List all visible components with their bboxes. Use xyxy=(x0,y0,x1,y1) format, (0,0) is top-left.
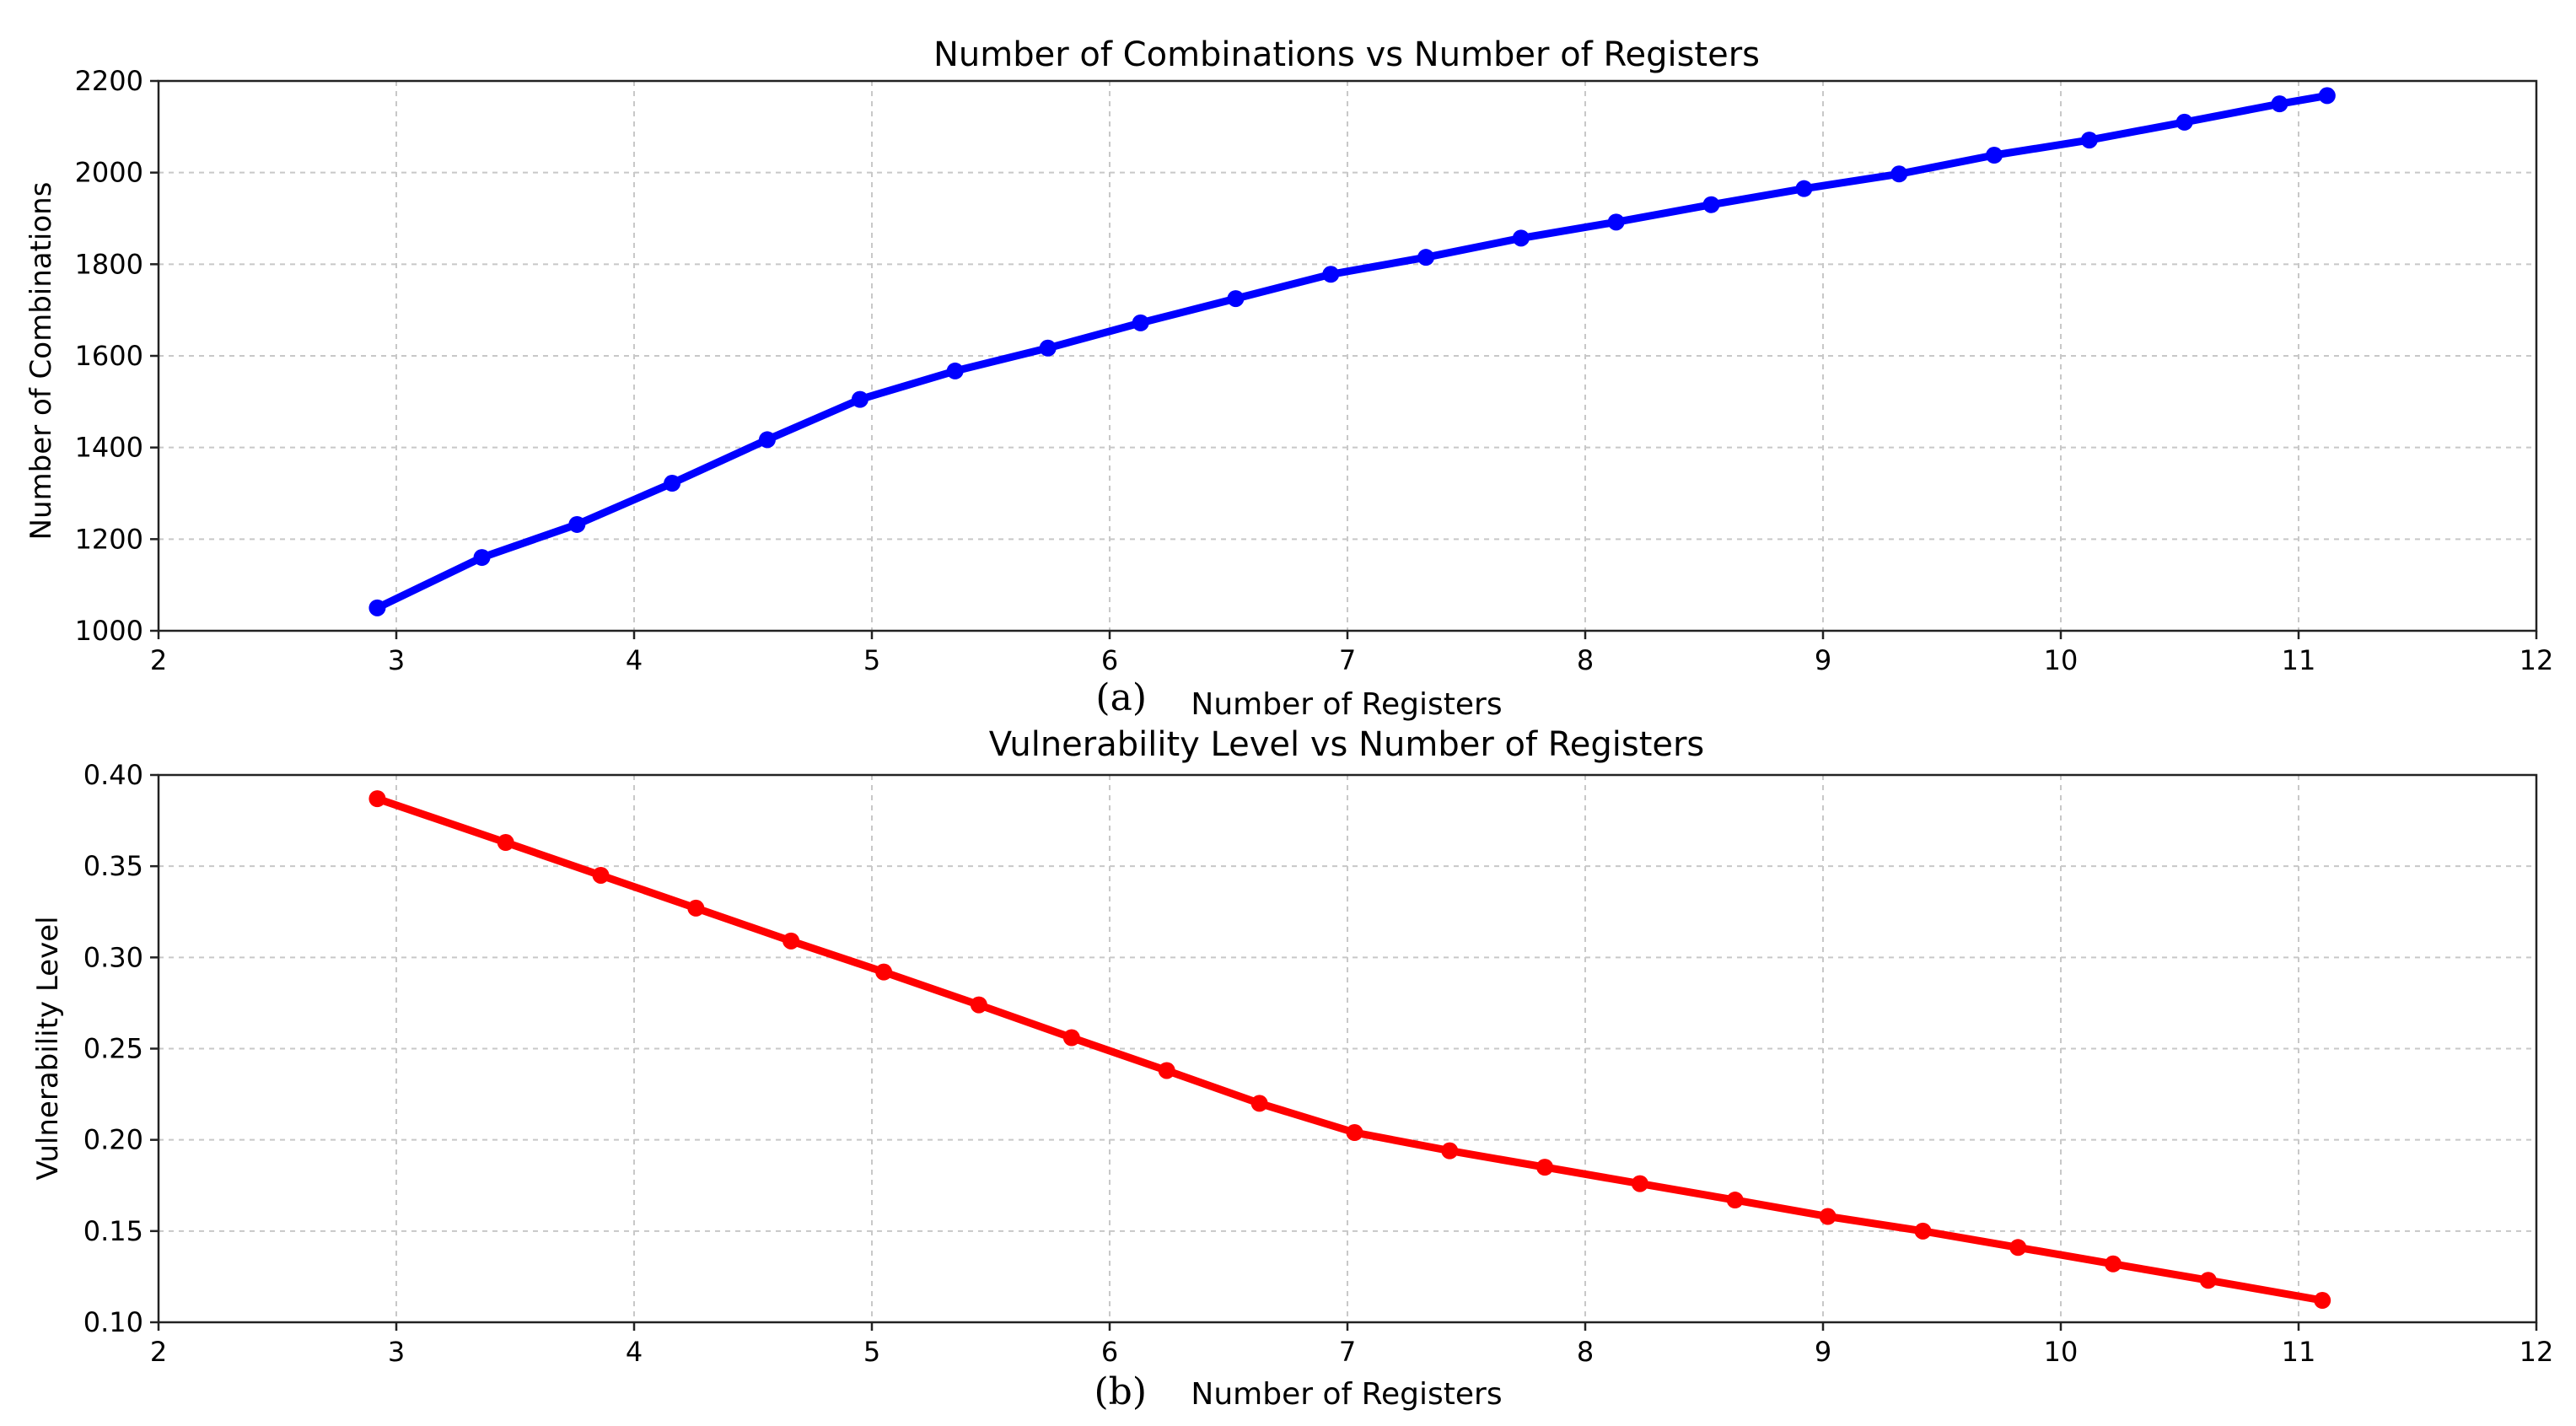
data-point xyxy=(368,599,386,616)
x-tick-label: 2 xyxy=(150,644,167,676)
data-point xyxy=(368,790,386,808)
series-line-a xyxy=(373,91,2331,612)
data-point xyxy=(758,431,776,449)
data-point xyxy=(2314,1292,2331,1310)
data-point xyxy=(687,899,705,917)
x-tick-label: 3 xyxy=(388,1336,405,1368)
data-point xyxy=(2080,132,2098,149)
data-point xyxy=(1986,147,2003,164)
x-axis-label-a: Number of Registers xyxy=(1191,687,1502,722)
x-tick-label: 7 xyxy=(1339,1336,1356,1368)
x-tick-label: 4 xyxy=(626,644,643,676)
y-tick-label: 1200 xyxy=(75,523,143,555)
data-point xyxy=(568,515,586,533)
y-tick-label: 0.10 xyxy=(83,1306,143,1338)
x-tick-label: 8 xyxy=(1577,1336,1594,1368)
data-point xyxy=(1512,229,1530,247)
data-point xyxy=(2105,1255,2122,1273)
data-point xyxy=(2318,87,2336,105)
y-tick-label: 2200 xyxy=(75,65,143,97)
data-point xyxy=(1417,249,1435,266)
x-tick-label: 9 xyxy=(1815,1336,1831,1368)
data-point xyxy=(1607,213,1625,231)
data-point xyxy=(473,549,491,567)
data-point xyxy=(1158,1062,1175,1079)
data-point xyxy=(970,996,987,1014)
panel-label-a: (a) xyxy=(1095,676,1147,719)
data-point xyxy=(1227,290,1245,308)
data-point xyxy=(1795,180,1813,197)
data-point xyxy=(1914,1222,1932,1240)
x-tick-label: 11 xyxy=(2282,1336,2316,1368)
y-tick-label: 1800 xyxy=(75,248,143,280)
data-point xyxy=(946,362,964,379)
y-axis-label-b: Vulnerability Level xyxy=(31,916,65,1180)
data-point xyxy=(2009,1239,2027,1256)
chart-title-b: Vulnerability Level vs Number of Registe… xyxy=(989,725,1705,764)
x-tick-label: 8 xyxy=(1577,644,1594,676)
y-axis-label-a: Number of Combinations xyxy=(24,182,58,541)
chart-panel-b: Vulnerability Level vs Number of Registe… xyxy=(31,725,2553,1413)
data-point xyxy=(1726,1192,1744,1209)
data-point xyxy=(497,834,514,852)
data-point xyxy=(1702,196,1720,213)
data-point xyxy=(2199,1272,2217,1289)
x-tick-label: 12 xyxy=(2520,1336,2554,1368)
data-point xyxy=(782,932,800,950)
y-tick-label: 0.40 xyxy=(83,759,143,791)
y-tick-label: 0.30 xyxy=(83,941,143,973)
data-point xyxy=(1132,314,1149,331)
x-tick-label: 12 xyxy=(2520,644,2554,676)
x-tick-label: 10 xyxy=(2044,1336,2079,1368)
data-point xyxy=(1346,1124,1363,1142)
x-tick-label: 2 xyxy=(150,1336,167,1368)
data-point xyxy=(664,475,681,492)
y-tick-label: 0.20 xyxy=(83,1124,143,1156)
x-tick-label: 9 xyxy=(1815,644,1831,676)
y-tick-label: 0.15 xyxy=(83,1215,143,1247)
x-tick-label: 4 xyxy=(626,1336,643,1368)
y-tick-label: 1000 xyxy=(75,615,143,647)
data-point xyxy=(1039,339,1057,357)
data-point xyxy=(592,866,610,884)
data-point xyxy=(2175,113,2193,131)
data-point xyxy=(1890,165,1908,183)
panel-label-b: (b) xyxy=(1094,1370,1148,1413)
y-tick-label: 1600 xyxy=(75,340,143,372)
data-point xyxy=(1322,266,1340,283)
y-tick-label: 1400 xyxy=(75,432,143,464)
data-point xyxy=(851,390,869,408)
x-tick-label: 5 xyxy=(863,1336,880,1368)
y-tick-label: 2000 xyxy=(75,157,143,189)
x-tick-label: 5 xyxy=(863,644,880,676)
data-point xyxy=(1062,1029,1080,1047)
x-tick-label: 6 xyxy=(1101,1336,1118,1368)
x-axis-label-b: Number of Registers xyxy=(1191,1377,1502,1412)
y-tick-label: 0.25 xyxy=(83,1033,143,1065)
data-point xyxy=(875,963,893,981)
y-tick-label: 0.35 xyxy=(83,850,143,882)
series-line-b xyxy=(373,794,2326,1305)
x-tick-label: 7 xyxy=(1339,644,1356,676)
data-point xyxy=(1631,1175,1648,1192)
data-point xyxy=(1441,1142,1459,1160)
data-point xyxy=(1250,1095,1268,1112)
x-tick-label: 10 xyxy=(2044,644,2079,676)
chart-title-a: Number of Combinations vs Number of Regi… xyxy=(933,35,1760,74)
x-tick-label: 3 xyxy=(388,644,405,676)
chart-panel-a: Number of Combinations vs Number of Regi… xyxy=(24,35,2553,722)
grid-b xyxy=(158,774,2537,1323)
data-point xyxy=(1536,1159,1554,1176)
x-tick-label: 11 xyxy=(2282,644,2316,676)
x-tick-label: 6 xyxy=(1101,644,1118,676)
data-point xyxy=(1819,1208,1837,1225)
data-point xyxy=(2271,95,2288,113)
